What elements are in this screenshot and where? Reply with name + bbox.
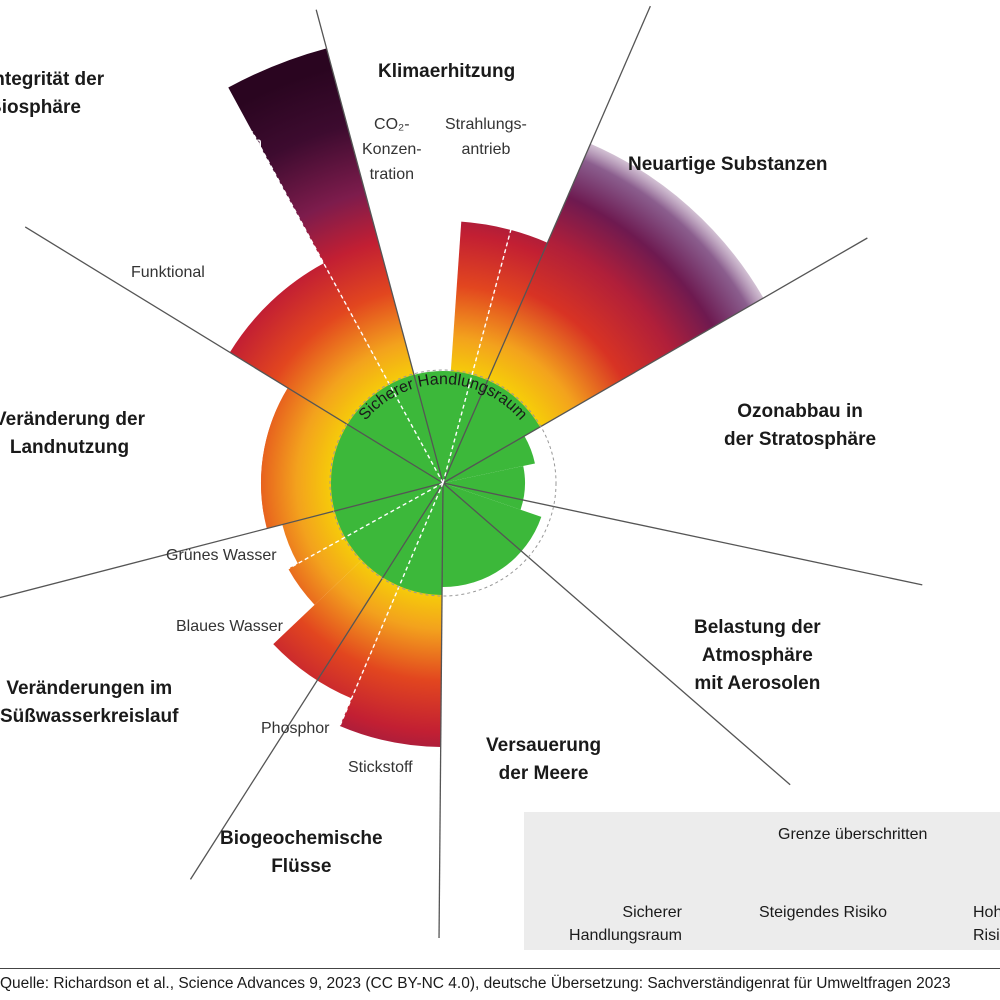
category-divider xyxy=(442,482,923,586)
safe-novel xyxy=(443,380,540,483)
safe-boundary-circle xyxy=(329,369,557,597)
sublabel-green-water: Grünes Wasser xyxy=(166,547,277,564)
category-freshwater: Veränderungen im Süßwasserkreislauf xyxy=(0,678,179,727)
category-divider xyxy=(438,482,444,938)
subcategory-separator xyxy=(286,482,444,852)
sublabel-functional: Funktional xyxy=(131,264,205,281)
safe-land-use xyxy=(331,424,443,512)
sublabel-nitrogen: Stickstoff xyxy=(348,759,413,776)
category-ocean-acidification: Versauerung der Meere xyxy=(486,735,602,784)
category-biosphere: Integrität der Biosphäre xyxy=(0,69,105,118)
subcategory-separator xyxy=(442,96,548,484)
safe-biogeo-water xyxy=(334,483,443,595)
legend-safe-label: Sicherer Handlungsraum xyxy=(569,904,682,944)
legend-high-label: Hohes Risiko xyxy=(973,904,1000,944)
sublabel-genetic: Genetisch xyxy=(190,135,263,152)
safe-top xyxy=(347,371,488,483)
sublabel-blue-water: Blaues Wasser xyxy=(176,618,283,635)
source-citation: Quelle: Richardson et al., Science Advan… xyxy=(0,968,1000,999)
wedge-novel xyxy=(443,143,764,483)
safe-ocean xyxy=(442,483,542,587)
category-climate: Klimaerhitzung xyxy=(378,61,516,82)
category-land-use: Veränderung der Landnutzung xyxy=(0,409,145,458)
sublabel-radiative-forcing: Strahlungs- antrieb xyxy=(445,116,527,158)
category-divider xyxy=(0,482,444,599)
legend-header: Grenze überschritten xyxy=(778,826,928,843)
subcategory-separator xyxy=(92,482,444,678)
sublabel-co2: CO₂- Konzen- tration xyxy=(362,116,422,183)
safe-ozone xyxy=(443,436,535,483)
sublabel-phosphorus: Phosphor xyxy=(261,720,330,737)
category-ozone: Ozonabbau in der Stratosphäre xyxy=(724,401,877,450)
wedge-genetic xyxy=(228,48,443,484)
safe-aerosol xyxy=(443,465,526,510)
category-novel-substances: Neuartige Substanzen xyxy=(628,154,828,175)
category-divider xyxy=(442,5,651,484)
category-divider xyxy=(189,482,444,880)
category-biogeochemical: Biogeochemische Flüsse xyxy=(220,828,383,877)
legend-increasing-label: Steigendes Risiko xyxy=(759,904,888,921)
category-divider xyxy=(315,9,444,484)
subcategory-separator xyxy=(251,131,444,484)
category-divider xyxy=(442,237,868,484)
category-divider xyxy=(442,482,791,786)
legend-panel xyxy=(524,812,1000,950)
category-aerosol: Belastung der Atmosphäre mit Aerosolen xyxy=(694,617,821,694)
category-divider xyxy=(24,226,444,484)
